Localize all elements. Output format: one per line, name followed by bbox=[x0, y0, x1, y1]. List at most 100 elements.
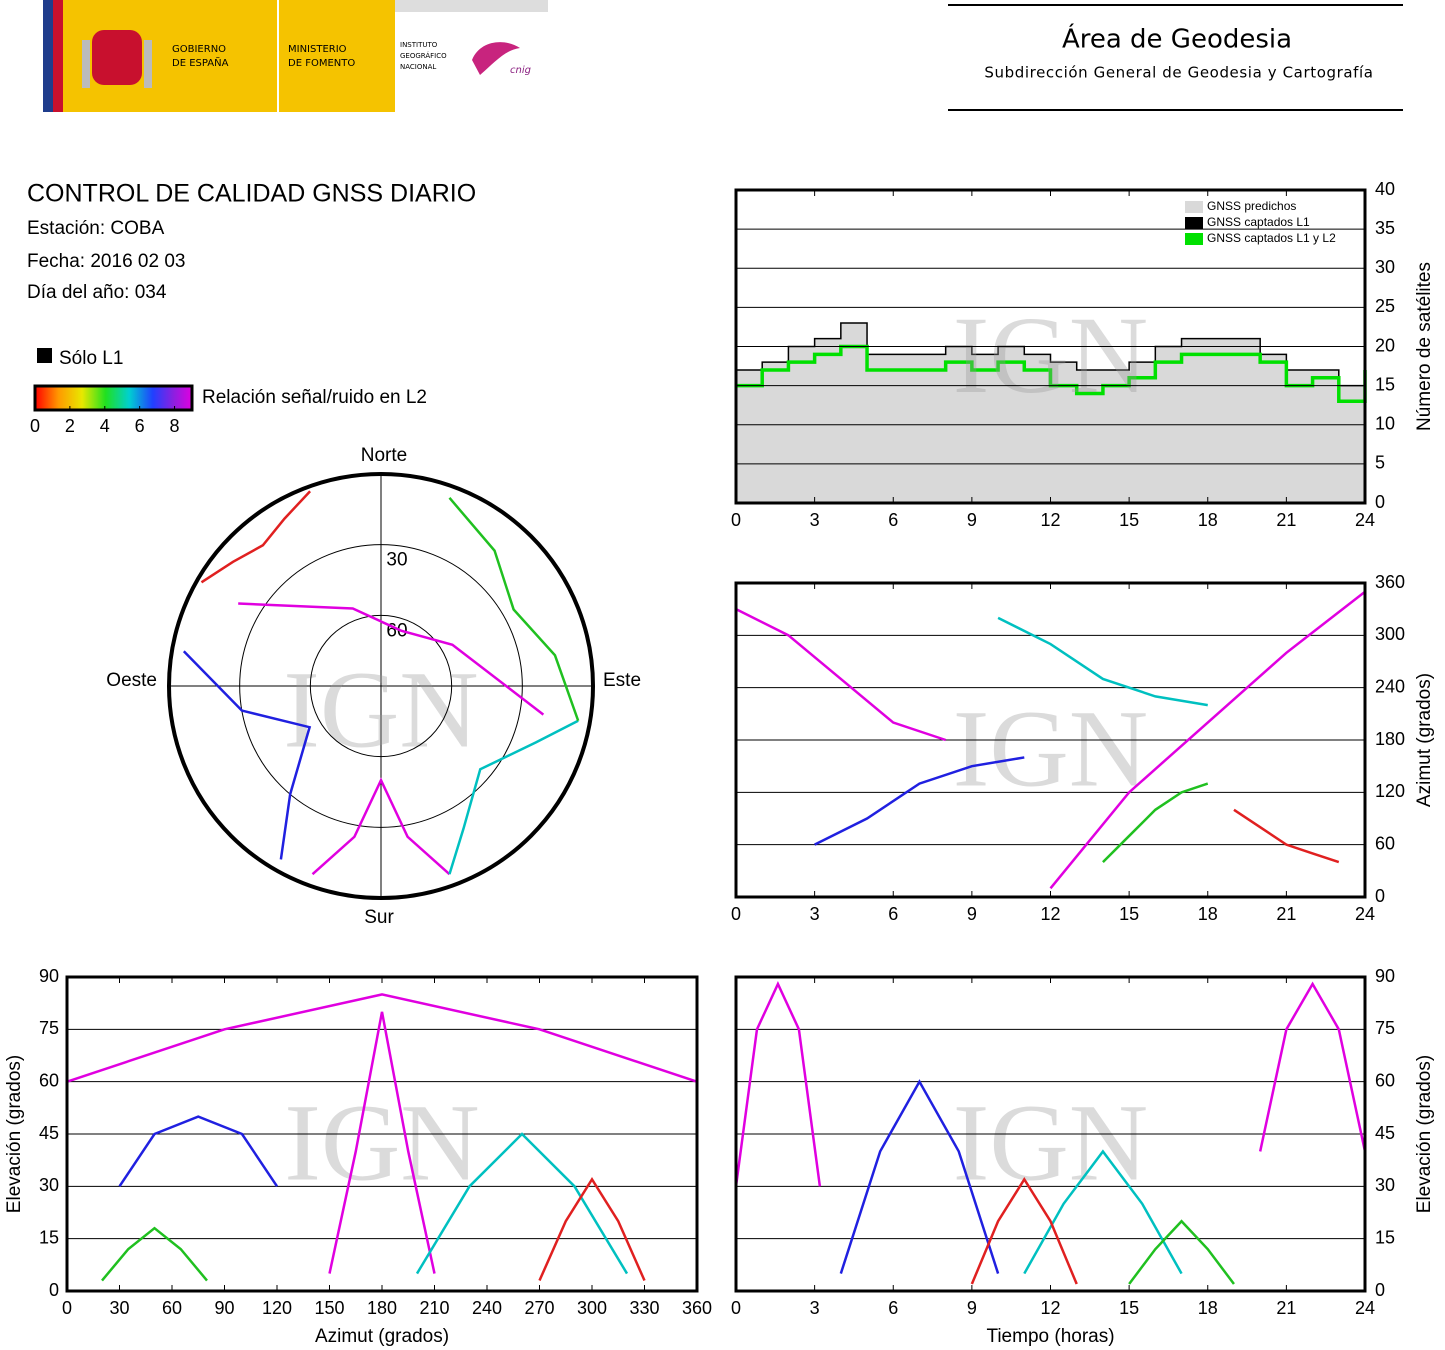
plot-frame bbox=[65, 975, 699, 1293]
y-tick-label: 60 bbox=[1375, 833, 1395, 853]
y-axis-title: Azimut (grados) bbox=[1414, 673, 1435, 807]
x-tick-label: 180 bbox=[367, 1298, 397, 1318]
x-tick-label: 6 bbox=[888, 510, 898, 530]
satellite-track bbox=[101, 1226, 208, 1282]
colorbar bbox=[33, 384, 194, 412]
watermark: IGN bbox=[953, 294, 1149, 416]
x-tick-label: 18 bbox=[1198, 1298, 1218, 1318]
direction-label: Este bbox=[603, 670, 641, 691]
x-tick-label: 360 bbox=[682, 1298, 712, 1318]
y-tick-label: 0 bbox=[1375, 886, 1385, 906]
satellite-track bbox=[118, 1115, 279, 1188]
watermark: IGN bbox=[953, 1081, 1149, 1203]
x-tick-label: 21 bbox=[1276, 904, 1296, 924]
header-subtitle: Subdirección General de Geodesia y Carto… bbox=[984, 64, 1373, 82]
y-tick-label: 360 bbox=[1375, 572, 1405, 592]
satellite-track bbox=[200, 490, 312, 584]
report-title: CONTROL DE CALIDAD GNSS DIARIO bbox=[27, 180, 476, 208]
y-tick-label: 35 bbox=[1375, 218, 1395, 238]
logo-text: DE ESPAÑA bbox=[172, 56, 229, 69]
satellite-track bbox=[238, 602, 545, 716]
logo-red bbox=[53, 0, 63, 112]
y-tick-label: 30 bbox=[1375, 257, 1395, 277]
x-axis-title: Azimut (grados) bbox=[315, 1326, 449, 1347]
y-tick-label: 30 bbox=[1375, 1175, 1395, 1195]
satellite-track bbox=[1102, 782, 1209, 863]
satellite-track bbox=[997, 616, 1208, 707]
coat-pillar bbox=[144, 40, 152, 88]
legend-swatch bbox=[1185, 217, 1203, 229]
y-tick-label: 60 bbox=[39, 1070, 59, 1090]
x-tick-label: 6 bbox=[888, 904, 898, 924]
colorbar-tick-label: 4 bbox=[100, 416, 110, 436]
elevation-ring bbox=[239, 544, 523, 828]
x-tick-label: 120 bbox=[262, 1298, 292, 1318]
y-tick-label: 45 bbox=[1375, 1123, 1395, 1143]
elevation-ring bbox=[309, 614, 453, 758]
y-tick-label: 30 bbox=[39, 1175, 59, 1195]
x-tick-label: 0 bbox=[731, 510, 741, 530]
y-tick-label: 90 bbox=[1375, 966, 1395, 986]
x-tick-label: 300 bbox=[577, 1298, 607, 1318]
y-tick-label: 45 bbox=[39, 1123, 59, 1143]
y-tick-label: 60 bbox=[1375, 1070, 1395, 1090]
satellite-track bbox=[1128, 1219, 1235, 1285]
y-tick-label: 90 bbox=[39, 966, 59, 986]
satellite-track bbox=[1049, 590, 1366, 890]
y-tick-label: 25 bbox=[1375, 296, 1395, 316]
report-line: Fecha: 2016 02 03 bbox=[27, 251, 185, 272]
x-tick-label: 3 bbox=[810, 1298, 820, 1318]
y-tick-label: 0 bbox=[49, 1280, 59, 1300]
x-tick-label: 330 bbox=[629, 1298, 659, 1318]
x-tick-label: 0 bbox=[731, 904, 741, 924]
y-tick-label: 15 bbox=[39, 1227, 59, 1247]
colorbar-tick-label: 0 bbox=[30, 416, 40, 436]
satellite-track bbox=[839, 1079, 1000, 1274]
logo-divider bbox=[277, 0, 279, 112]
satellite-track bbox=[735, 608, 947, 742]
logo-text: NACIONAL bbox=[400, 63, 436, 71]
y-tick-label: 15 bbox=[1375, 1227, 1395, 1247]
logo-blue bbox=[43, 0, 53, 112]
y-tick-label: 10 bbox=[1375, 414, 1395, 434]
logo-text: MINISTERIO bbox=[288, 44, 347, 55]
y-tick-label: 75 bbox=[1375, 1018, 1395, 1038]
x-tick-label: 24 bbox=[1355, 510, 1375, 530]
satellite-track bbox=[1233, 808, 1340, 864]
legend-label: GNSS predichos bbox=[1207, 199, 1296, 213]
legend-label: GNSS captados L1 bbox=[1207, 215, 1310, 229]
x-tick-label: 9 bbox=[967, 1298, 977, 1318]
x-tick-label: 15 bbox=[1119, 510, 1139, 530]
y-tick-label: 40 bbox=[1375, 179, 1395, 199]
x-tick-label: 15 bbox=[1119, 904, 1139, 924]
logo-text: DE FOMENTO bbox=[288, 58, 355, 69]
watermark: IGN bbox=[283, 648, 479, 770]
x-tick-label: 18 bbox=[1198, 510, 1218, 530]
x-axis-title: Tiempo (horas) bbox=[986, 1326, 1114, 1347]
x-tick-label: 12 bbox=[1040, 904, 1060, 924]
logo-text: INSTITUTO bbox=[400, 41, 438, 49]
y-axis-title: Elevación (grados) bbox=[4, 1055, 25, 1213]
direction-label: Norte bbox=[361, 445, 407, 466]
satellite-track bbox=[538, 1177, 646, 1282]
x-tick-label: 90 bbox=[214, 1298, 234, 1318]
satellite-track bbox=[328, 1011, 436, 1274]
logo-text: GEOGRÁFICO bbox=[400, 51, 447, 60]
elevation-ring-label: 30 bbox=[386, 550, 407, 571]
x-tick-label: 24 bbox=[1355, 1298, 1375, 1318]
y-tick-label: 5 bbox=[1375, 453, 1385, 473]
coat-of-arms bbox=[92, 30, 142, 85]
y-tick-label: 20 bbox=[1375, 335, 1395, 355]
x-tick-label: 150 bbox=[314, 1298, 344, 1318]
watermark: IGN bbox=[284, 1081, 480, 1203]
x-tick-label: 21 bbox=[1276, 510, 1296, 530]
x-tick-label: 30 bbox=[109, 1298, 129, 1318]
x-tick-label: 3 bbox=[810, 904, 820, 924]
x-tick-label: 12 bbox=[1040, 510, 1060, 530]
y-tick-label: 15 bbox=[1375, 374, 1395, 394]
x-tick-label: 210 bbox=[419, 1298, 449, 1318]
report-line: Día del año: 034 bbox=[27, 282, 167, 303]
logo-gray bbox=[395, 0, 548, 12]
